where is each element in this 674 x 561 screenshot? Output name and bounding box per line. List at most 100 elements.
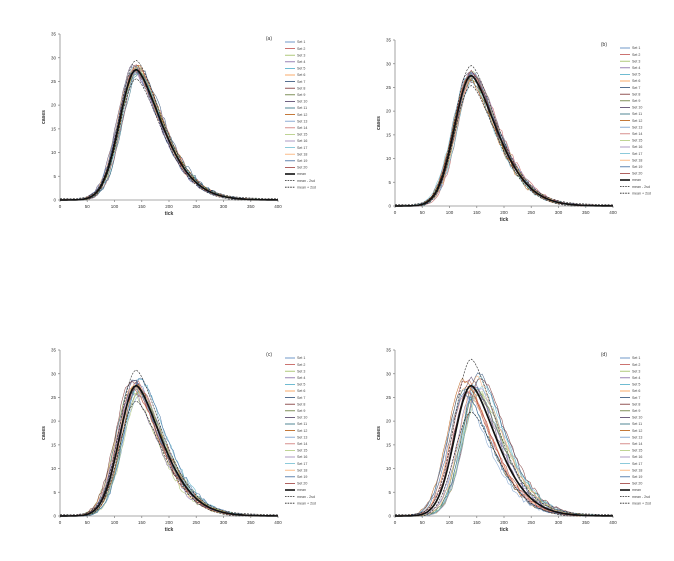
legend-label: Set 4 (632, 66, 640, 70)
legend-label: Set 17 (632, 462, 642, 466)
legend-label: Set 6 (297, 389, 305, 393)
series-line-set-5 (394, 375, 613, 517)
mean-line (394, 384, 614, 517)
legend-label: Set 5 (297, 67, 305, 71)
legend-label: Set 12 (632, 119, 642, 123)
chart-panel-c: 0 50 100 150 200 250 300 350 400 0 5 10 15 20 25 30 35 ti… (41, 348, 316, 533)
legend-label: Set 5 (632, 73, 640, 77)
legend-label: Set 17 (632, 152, 642, 156)
x-axis-title: tick (165, 527, 174, 533)
legend-label: Set 4 (297, 60, 305, 64)
y-tick-label: 0 (53, 514, 56, 519)
legend-label: mean (297, 488, 306, 492)
y-tick-label: 5 (53, 174, 56, 179)
series-line-set-15 (59, 388, 278, 517)
series-line-set-17 (394, 385, 614, 517)
x-tick-label: 250 (192, 204, 200, 209)
series-line-set-9 (394, 389, 614, 517)
x-axis-title: tick (500, 217, 509, 223)
legend-label: Set 18 (297, 152, 307, 156)
legend-label: Set 8 (632, 402, 640, 406)
legend-label: Set 9 (632, 99, 640, 103)
x-tick-label: 0 (394, 520, 397, 525)
legend-label: Set 3 (632, 369, 640, 373)
series-line-set-10 (395, 376, 614, 517)
mean-line (59, 68, 279, 201)
mean-minus-2sd-line (60, 400, 278, 517)
y-tick-label: 35 (51, 32, 57, 37)
legend-label: mean + 2sd (632, 501, 651, 505)
x-tick-label: 250 (192, 520, 200, 525)
chart-panel-b: 0 50 100 150 200 250 300 350 400 0 5 10 15 20 25 30 35 ti… (376, 38, 651, 223)
series-line-set-12 (60, 64, 279, 201)
legend-label: Set 9 (632, 409, 640, 413)
x-tick-label: 400 (609, 520, 617, 525)
x-tick-label: 350 (247, 520, 255, 525)
legend-label: Set 20 (297, 166, 307, 170)
y-tick-label: 5 (388, 490, 391, 495)
x-tick-label: 150 (473, 210, 481, 215)
y-tick-label: 10 (51, 466, 57, 471)
legend-label: Set 11 (297, 106, 307, 110)
legend-label: Set 20 (632, 172, 642, 176)
y-tick-label: 15 (386, 442, 392, 447)
legend-label: Set 12 (632, 429, 642, 433)
y-tick-label: 15 (386, 132, 392, 137)
legend-label: Set 7 (632, 396, 640, 400)
legend-label: Set 2 (297, 363, 305, 367)
legend-label: Set 14 (632, 442, 642, 446)
x-tick-label: 50 (85, 520, 91, 525)
legend-label: Set 6 (632, 79, 640, 83)
series-line-set-2 (394, 72, 613, 207)
legend-label: Set 20 (632, 482, 642, 486)
x-tick-label: 100 (111, 520, 119, 525)
legend-label: Set 2 (632, 363, 640, 367)
legend-label: mean + 2sd (632, 191, 651, 195)
legend-label: Set 3 (632, 59, 640, 63)
legend-label: Set 16 (297, 139, 307, 143)
legend-label: Set 6 (297, 73, 305, 77)
legend-label: Set 19 (297, 159, 307, 163)
legend-label: mean - 2sd (632, 495, 650, 499)
y-axis-title: cases (41, 426, 47, 440)
mean-line (394, 74, 614, 207)
legend-label: Set 17 (297, 462, 307, 466)
series-line-set-18 (395, 375, 614, 517)
legend-label: Set 12 (297, 429, 307, 433)
legend-label: Set 13 (297, 435, 307, 439)
x-tick-label: 0 (394, 210, 397, 215)
legend-label: Set 12 (297, 113, 307, 117)
x-tick-label: 250 (527, 210, 535, 215)
legend-label: Set 10 (297, 100, 307, 104)
y-tick-label: 10 (386, 156, 392, 161)
y-tick-label: 10 (386, 466, 392, 471)
legend-label: mean (632, 488, 641, 492)
y-tick-label: 35 (51, 348, 57, 353)
legend: Set 1 Set 2 Set 3 Set 4 Set 5 Set 6 Set 7 Set 8… (285, 40, 316, 189)
legend-label: Set 8 (632, 92, 640, 96)
legend-label: Set 15 (297, 133, 307, 137)
legend-label: Set 13 (297, 119, 307, 123)
y-tick-label: 20 (386, 109, 392, 114)
legend-label: Set 15 (297, 449, 307, 453)
chart-panel-d: 0 50 100 150 200 250 300 350 400 0 5 10 15 20 25 30 35 ti… (376, 348, 651, 533)
x-tick-label: 0 (59, 520, 62, 525)
series-line-set-13 (59, 391, 279, 517)
legend-label: Set 11 (632, 112, 642, 116)
legend-label: Set 13 (632, 125, 642, 129)
legend-label: Set 16 (632, 145, 642, 149)
x-tick-label: 250 (527, 520, 535, 525)
y-tick-label: 35 (386, 348, 392, 353)
series-line-set-6 (394, 386, 614, 517)
x-tick-label: 150 (473, 520, 481, 525)
series-line-set-8 (59, 69, 279, 201)
mean-plus-2sd-line (394, 358, 614, 515)
x-axis-title: tick (165, 211, 174, 217)
legend-label: Set 3 (297, 369, 305, 373)
legend-label: Set 2 (297, 47, 305, 51)
mean-minus-2sd-line (60, 78, 278, 201)
x-tick-label: 0 (59, 204, 62, 209)
series-line-set-19 (59, 377, 278, 517)
series-line-set-20 (60, 64, 279, 201)
legend-label: mean + 2sd (297, 501, 316, 505)
